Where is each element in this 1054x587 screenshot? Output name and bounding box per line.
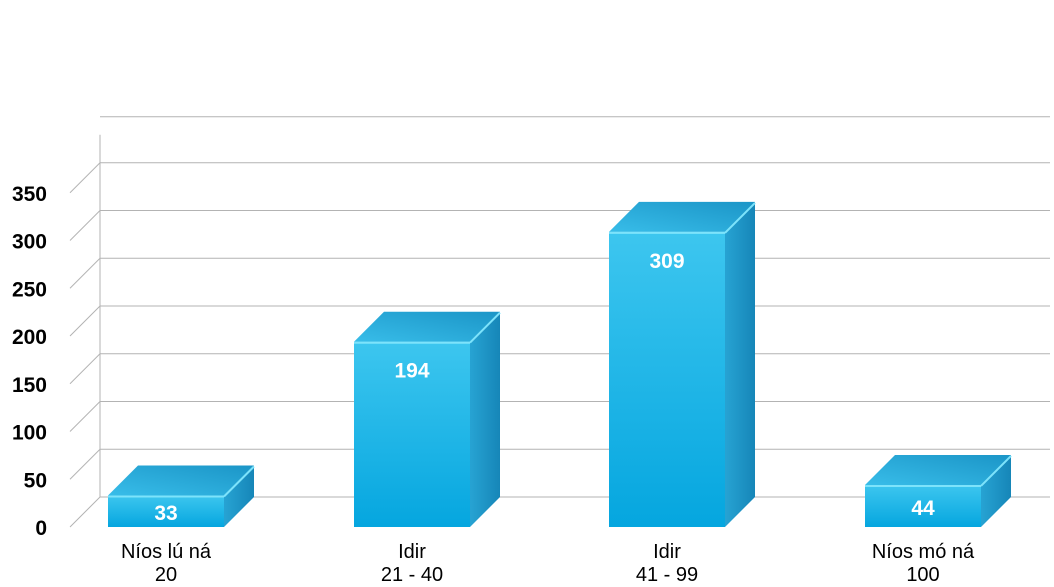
gridline-diagonal [69,257,101,289]
x-tick-label: Idir [653,541,681,563]
bar-top-edge [469,312,501,344]
x-tick-label: 41 - 99 [636,564,698,586]
gridline-diagonal [69,353,101,385]
gridline-diagonal [69,448,101,480]
x-tick-label: 20 [155,564,177,586]
bar-side [981,454,1011,527]
y-tick-label: 350 [12,183,47,206]
bar-top [354,311,500,342]
bar [354,311,501,527]
bar-front [108,495,224,527]
bar [865,454,1012,527]
gridlines [69,116,1050,528]
x-tick-label: Níos mó ná [872,541,975,563]
gridline-diagonal [69,401,101,432]
bar [108,465,255,527]
bar-top [609,201,755,232]
bar-side [470,311,500,527]
x-tick-label: 21 - 40 [381,564,443,586]
data-label: 33 [154,502,177,525]
y-tick-label: 0 [35,517,47,540]
y-tick-label: 100 [12,422,47,445]
bar-front [609,231,725,527]
gridline-diagonal [69,210,101,241]
x-tick-label: 100 [906,564,939,586]
gridline-diagonal [69,162,101,194]
bar-top-edge [980,455,1012,487]
bar-top [865,454,1011,485]
bar-top-edge [223,465,255,498]
y-tick-label: 50 [24,469,47,492]
bar-side [224,465,254,527]
y-tick-label: 300 [12,231,47,254]
bar-top [108,465,254,496]
y-tick-label: 250 [12,278,47,301]
gridline-diagonal [69,496,101,528]
bar-front [354,341,470,527]
data-label: 44 [911,497,935,520]
x-tick-label: Níos lú ná [121,541,212,563]
y-tick-label: 150 [12,374,47,397]
bar-front [865,484,981,527]
y-tick-label: 200 [12,326,47,349]
bar-side [725,201,755,527]
data-label: 309 [649,250,684,273]
bars [108,201,1012,527]
bar-top-edge [724,202,756,234]
x-tick-label: Idir [398,541,426,563]
gridline-diagonal [69,305,101,337]
data-label: 194 [394,360,429,383]
bar [609,201,756,527]
